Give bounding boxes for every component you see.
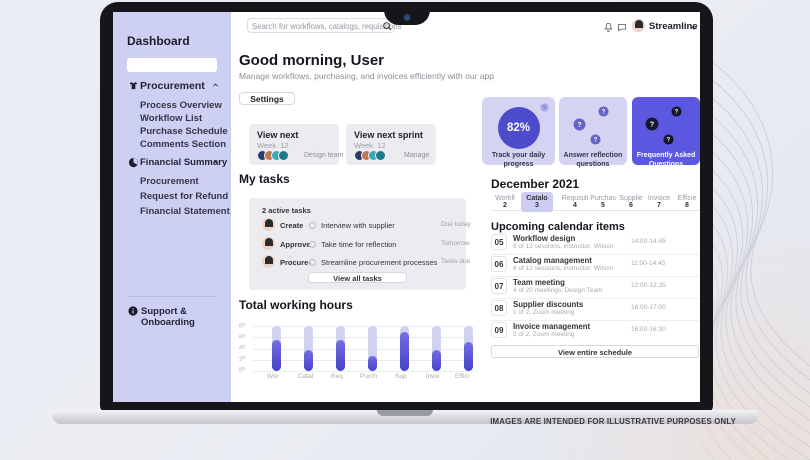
svg-text:?: ?	[650, 120, 655, 129]
svg-text:?: ?	[602, 110, 606, 116]
svg-text:?: ?	[577, 122, 581, 129]
svg-text:?: ?	[675, 110, 679, 116]
svg-text:?: ?	[594, 138, 598, 144]
svg-text:?: ?	[667, 138, 671, 144]
